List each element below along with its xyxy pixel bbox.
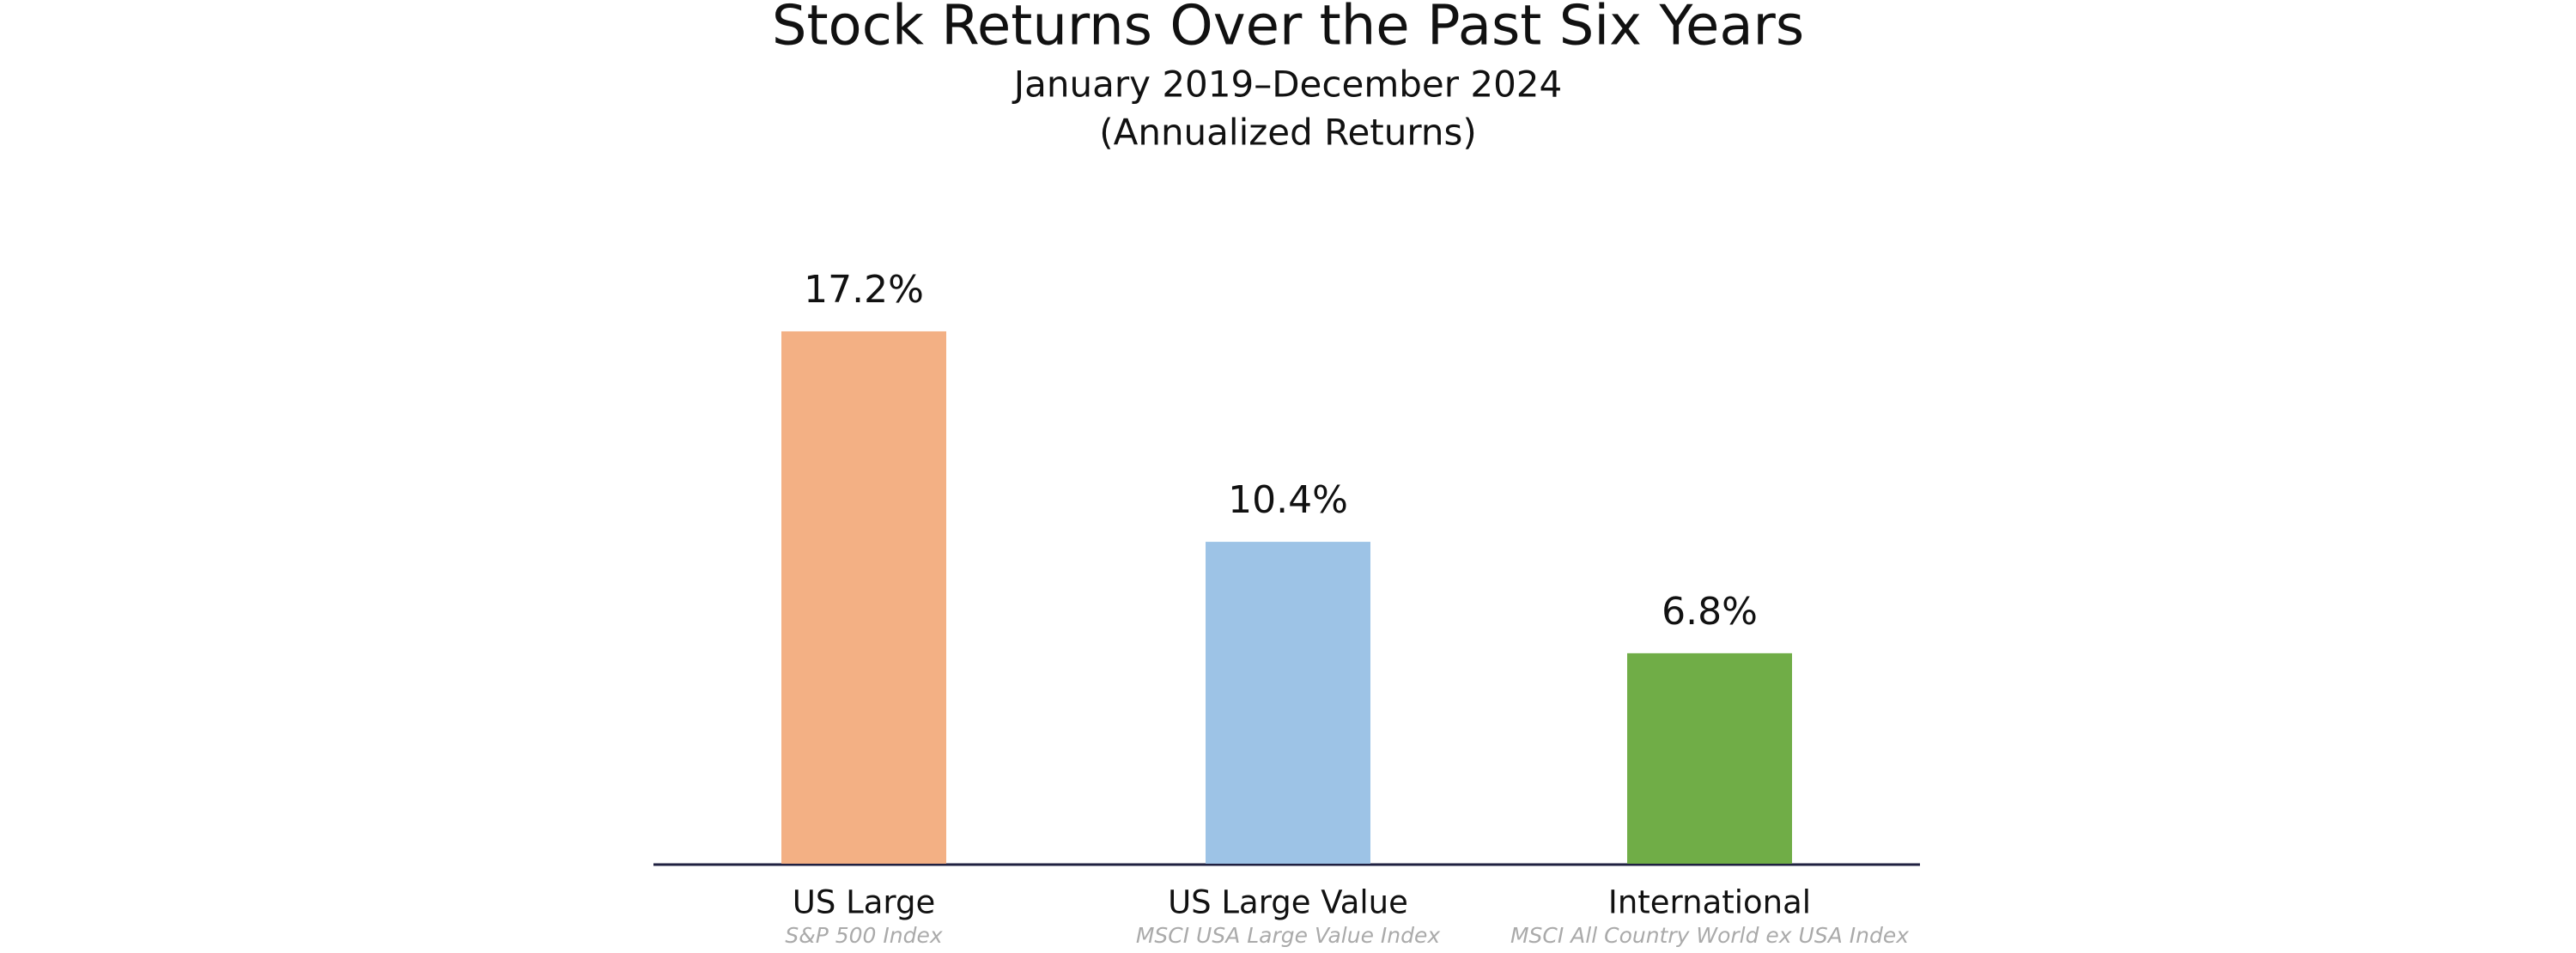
chart-subtitle: (Annualized Returns)	[1099, 112, 1477, 154]
x-tick-label: International	[1608, 884, 1811, 921]
chart-subtitle: January 2019–December 2024	[1012, 64, 1563, 106]
value-label: 6.8%	[1662, 590, 1758, 634]
bar	[781, 331, 946, 864]
bar	[1627, 653, 1792, 864]
value-label: 17.2%	[804, 268, 924, 312]
chart-title: Stock Returns Over the Past Six Years	[772, 0, 1804, 58]
category-note: MSCI USA Large Value Index	[1136, 923, 1441, 948]
category-note: S&P 500 Index	[785, 923, 943, 948]
category-note: MSCI All Country World ex USA Index	[1510, 923, 1909, 948]
value-label: 10.4%	[1228, 478, 1348, 522]
bar	[1206, 542, 1370, 864]
x-tick-label: US Large	[793, 884, 935, 921]
x-tick-label: US Large Value	[1168, 884, 1408, 921]
